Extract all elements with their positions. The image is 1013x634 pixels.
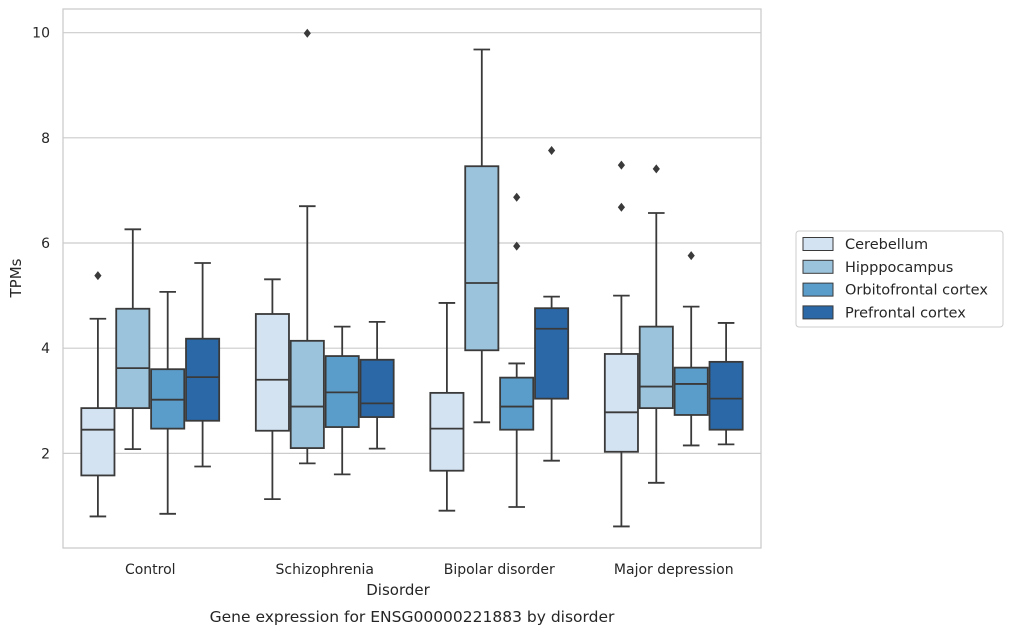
box-group [429,302,465,512]
y-tick-label: 6 [41,236,50,252]
box-group [603,160,639,528]
box-group [150,291,186,515]
outlier-point [94,271,102,281]
box-group [464,48,500,424]
x-tick-label: Major depression [614,562,734,578]
box-iqr [115,307,151,410]
box-group [80,271,116,518]
box-iqr [429,391,465,472]
y-tick-label: 2 [41,446,50,462]
box-iqr [534,307,570,400]
box-iqr [499,376,535,431]
box-iqr [254,313,290,432]
legend-frame [795,230,1004,328]
x-tick-label: Bipolar disorder [444,562,555,578]
box-group [289,28,325,465]
outlier-point [548,145,556,155]
x-tick-labels: Control Schizophrenia Bipolar disorder Majo… [125,562,734,578]
x-axis-label: Disorder [366,581,430,599]
outlier-point [617,160,625,170]
y-tick-label: 4 [41,341,50,357]
legend-label: Cerebellum [845,237,928,253]
outlier-point [513,241,521,251]
chart-caption: Gene expression for ENSG00000221883 by d… [210,608,615,626]
legend-label: Orbitofrontal cortex [845,283,988,299]
box-group [324,325,360,476]
box-iqr [603,353,639,453]
y-tick-labels: 2 4 6 8 10 [32,26,50,463]
legend-swatch [802,237,834,251]
legend-label: Prefrontal cortex [845,305,966,321]
legend-swatch [802,305,834,320]
legend-swatch [802,259,834,274]
box-iqr [185,337,221,422]
y-tick-label: 8 [41,131,50,147]
box-iqr [673,366,709,416]
legend-swatch [802,282,834,297]
y-axis-label: TPMs [7,258,25,298]
legend: Cerebellum Hipppocampus Orbitofrontal cort… [795,230,1004,328]
box-group [359,320,395,450]
box-group [638,164,674,484]
y-tick-label: 10 [32,26,50,42]
outlier-point [687,251,695,261]
outlier-point [513,192,521,202]
legend-label: Hipppocampus [845,260,953,276]
x-tick-label: Schizophrenia [276,562,374,578]
outlier-point [652,164,660,174]
box-group [115,228,151,451]
box-group [185,262,221,468]
box-iqr [708,360,744,431]
box-iqr [80,407,116,477]
boxes [80,28,744,528]
box-group [673,251,709,447]
box-group [499,192,535,508]
box-group [534,145,570,462]
box-group [254,278,290,500]
box-iqr [638,325,674,410]
box-group [708,322,744,446]
x-tick-label: Control [125,562,176,578]
box-iqr [289,339,325,449]
box-iqr [464,165,500,352]
box-iqr [359,358,395,418]
outlier-point [617,202,625,212]
outlier-point [303,28,311,38]
plot-frame [62,8,762,549]
